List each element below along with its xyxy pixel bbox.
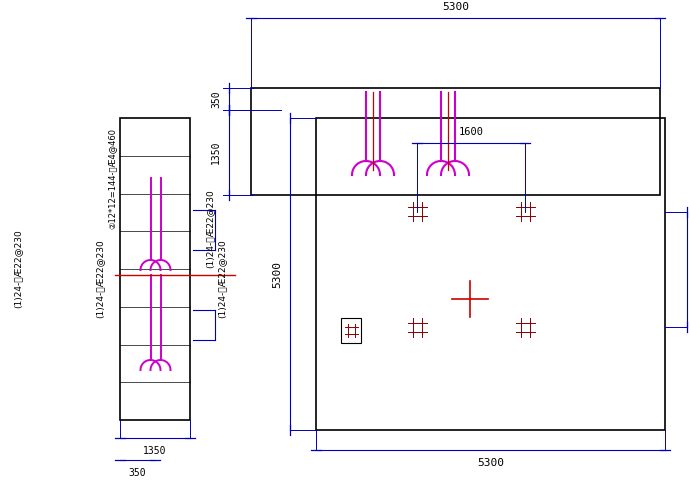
Text: 5300: 5300 <box>442 2 469 12</box>
Text: ②12*12=144-筋Æ4@460: ②12*12=144-筋Æ4@460 <box>107 128 116 229</box>
Text: 5300: 5300 <box>272 260 282 287</box>
Text: 1350: 1350 <box>211 141 221 164</box>
Bar <box>251 88 660 195</box>
Text: 350: 350 <box>211 90 221 108</box>
Bar <box>316 118 665 430</box>
Text: 1600: 1600 <box>459 127 484 137</box>
Bar <box>120 118 190 420</box>
Text: (1)24-筋Æ22@230: (1)24-筋Æ22@230 <box>96 239 105 318</box>
Text: (1)24-筋Æ22@230: (1)24-筋Æ22@230 <box>205 189 214 268</box>
Text: 350: 350 <box>129 468 146 478</box>
Text: 5300: 5300 <box>477 458 504 468</box>
Text: (1)24-筋Æ22@230: (1)24-筋Æ22@230 <box>218 239 227 318</box>
Bar <box>341 318 361 342</box>
Text: 1350: 1350 <box>143 446 167 456</box>
Text: (1)24-筋Æ22@230: (1)24-筋Æ22@230 <box>14 229 23 308</box>
